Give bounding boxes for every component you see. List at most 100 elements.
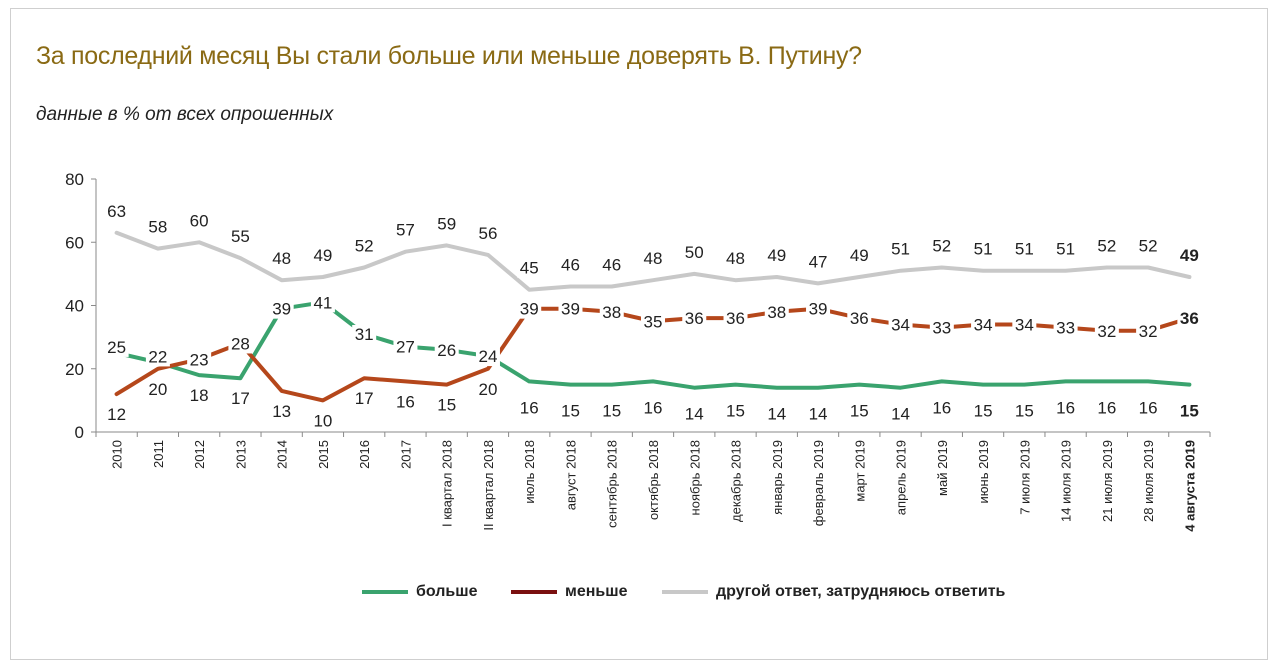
- data-label-bg: [352, 389, 377, 409]
- data-label: 15: [602, 402, 621, 421]
- data-label-bg: [310, 293, 335, 313]
- data-label: 38: [767, 303, 786, 322]
- data-label: 33: [932, 319, 951, 338]
- data-label: 27: [396, 338, 415, 357]
- data-label-bg: [1012, 239, 1037, 259]
- data-label-bg: [929, 318, 954, 338]
- x-tick-label: 14 июля 2019: [1059, 440, 1074, 522]
- data-label: 20: [479, 380, 498, 399]
- data-label-bg: [971, 239, 996, 259]
- data-label-bg: [847, 401, 872, 421]
- data-label-bg: [806, 252, 831, 272]
- data-label: 34: [974, 315, 993, 334]
- data-label-bg: [1053, 239, 1078, 259]
- data-label-bg: [971, 401, 996, 421]
- data-label: 36: [1180, 309, 1199, 328]
- data-label-bg: [228, 334, 253, 354]
- x-tick-label: февраль 2019: [811, 440, 826, 526]
- data-label: 25: [107, 338, 126, 357]
- data-label: 39: [561, 300, 580, 319]
- chart-subtitle: данные в % от всех опрошенных: [36, 104, 334, 125]
- data-label: 41: [313, 293, 332, 312]
- x-tick-label: май 2019: [935, 440, 950, 496]
- data-label-bg: [145, 379, 170, 399]
- legend-label-bolshe: больше: [416, 583, 478, 600]
- data-label-bg: [1094, 398, 1119, 418]
- x-tick-label: 2013: [233, 440, 248, 469]
- data-label: 52: [355, 237, 374, 256]
- data-label-bg: [187, 350, 212, 370]
- data-label: 33: [1056, 319, 1075, 338]
- data-label: 49: [850, 246, 869, 265]
- data-label: 52: [1097, 237, 1116, 256]
- data-label: 38: [602, 303, 621, 322]
- data-label: 26: [437, 341, 456, 360]
- data-label: 59: [437, 214, 456, 233]
- data-label-bg: [641, 249, 665, 269]
- x-tick-label: сентябрь 2018: [605, 440, 620, 528]
- x-tick-label: 2016: [357, 440, 372, 469]
- data-label-bg: [1177, 401, 1202, 421]
- data-label: 51: [1056, 240, 1075, 259]
- series-line-0: [114, 300, 1192, 390]
- x-tick-label: 28 июля 2019: [1141, 440, 1156, 522]
- data-label: 12: [107, 405, 126, 424]
- data-label: 34: [891, 315, 910, 334]
- data-label-bg: [393, 337, 418, 357]
- data-label-bg: [682, 404, 707, 424]
- x-tick-label: декабрь 2018: [729, 440, 744, 522]
- data-label: 52: [1139, 237, 1158, 256]
- data-label-bg: [558, 401, 583, 421]
- data-label-bg: [764, 404, 789, 424]
- x-tick-label: 2015: [316, 440, 331, 469]
- data-label: 39: [809, 300, 828, 319]
- data-label-bg: [599, 255, 624, 275]
- data-label-bg: [145, 347, 170, 367]
- data-label-bg: [682, 309, 707, 329]
- data-label: 17: [231, 389, 250, 408]
- data-label-bg: [1136, 398, 1161, 418]
- y-tick-label: 0: [75, 423, 84, 442]
- data-label-bg: [558, 299, 583, 319]
- data-label-bg: [475, 379, 500, 399]
- data-label: 48: [726, 249, 745, 268]
- data-label: 15: [1015, 402, 1034, 421]
- data-label: 15: [850, 402, 869, 421]
- data-label: 16: [396, 392, 415, 411]
- data-label-bg: [352, 236, 377, 256]
- data-label-bg: [228, 227, 253, 247]
- legend-swatch-menshe: [511, 590, 557, 594]
- data-label-bg: [888, 404, 913, 424]
- data-label: 60: [190, 211, 209, 230]
- x-tick-label: октябрь 2018: [646, 440, 661, 520]
- data-label: 20: [148, 380, 167, 399]
- data-label-bg: [847, 309, 872, 329]
- x-tick-label: 21 июля 2019: [1100, 440, 1115, 522]
- data-label: 16: [932, 398, 951, 417]
- data-label-bg: [517, 258, 542, 278]
- data-label: 57: [396, 221, 415, 240]
- series-line-2: [114, 230, 1192, 292]
- x-tick-label: 2011: [151, 440, 166, 468]
- x-tick-label: I квартал 2018: [440, 440, 455, 527]
- data-label-bg: [1136, 321, 1161, 341]
- data-label-bg: [517, 398, 542, 418]
- data-label-bg: [806, 404, 831, 424]
- data-label: 55: [231, 227, 250, 246]
- x-tick-label: 2010: [110, 440, 125, 469]
- x-tick-label: август 2018: [563, 440, 578, 510]
- data-label-bg: [434, 395, 459, 415]
- data-label-bg: [434, 340, 459, 360]
- data-label-bg: [1012, 401, 1037, 421]
- data-label: 15: [726, 402, 745, 421]
- data-label-bg: [187, 211, 212, 231]
- legend-label-drugoy: другой ответ, затрудняюсь ответить: [716, 583, 1006, 600]
- data-label: 17: [355, 389, 374, 408]
- data-label-bg: [1012, 315, 1037, 335]
- data-label-bg: [145, 217, 170, 237]
- x-tick-label: март 2019: [852, 440, 867, 502]
- data-label-bg: [228, 389, 253, 409]
- x-tick-label: июнь 2019: [976, 440, 991, 504]
- chart-frame: [10, 8, 1268, 660]
